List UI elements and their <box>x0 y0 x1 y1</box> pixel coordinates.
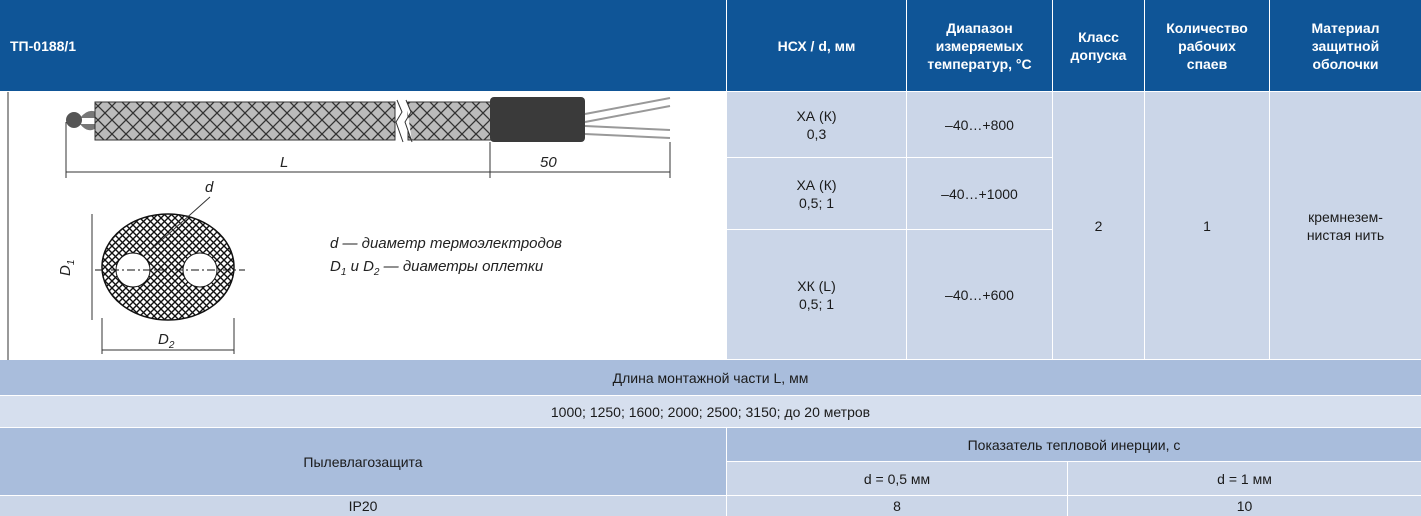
leader <box>144 196 211 256</box>
text: 1000; 1250; 1600; 2000; 2500; 3150; до 2… <box>550 403 871 420</box>
cell: ХА (К) 0,3 <box>727 92 907 158</box>
label-L: L <box>280 154 288 171</box>
text: 0,3 <box>806 125 827 142</box>
header-cell: Количество рабочих спаев <box>1145 0 1270 92</box>
text: 10 <box>1236 498 1253 514</box>
junction-ball <box>66 112 82 128</box>
header-text: защитной <box>1311 37 1380 54</box>
braid <box>407 101 493 141</box>
header-text: Диапазон <box>946 19 1013 36</box>
text: –40…+600 <box>945 286 1014 303</box>
text: ХК (L) <box>797 277 836 294</box>
header-model: ТП-0188/1 <box>10 37 77 54</box>
header-cell: Материал защитной оболочки <box>1270 0 1421 92</box>
text: 0,5; 1 <box>798 194 835 211</box>
header-text: Количество <box>1166 19 1248 36</box>
diagram: L 50 d D1 D2 d — диаметр термоэлектродов… <box>7 92 671 360</box>
text: 2 <box>373 267 380 278</box>
text: 1 <box>1203 217 1211 234</box>
cell: –40…+800 <box>907 92 1053 158</box>
text: — диаметры оплетки <box>379 258 543 275</box>
cross-section <box>101 213 235 321</box>
text: 1 <box>66 260 77 266</box>
legend: d — диаметр термоэлектродов <box>330 235 562 252</box>
text: кремнезем- <box>1308 208 1383 225</box>
header-text: допуска <box>1070 46 1127 63</box>
text: d = 1 мм <box>1217 470 1272 487</box>
header-cell: Диапазон измеряемых температур, °C <box>907 0 1053 92</box>
header-text: Материал <box>1311 19 1380 36</box>
cell: –40…+1000 <box>907 158 1053 230</box>
header-cell: НСХ / d, мм <box>727 0 907 92</box>
header-text: оболочки <box>1312 55 1379 72</box>
header-text: температур, °C <box>927 55 1032 72</box>
cell: 1000; 1250; 1600; 2000; 2500; 3150; до 2… <box>0 396 1421 428</box>
cell: Показатель тепловой инерции, с <box>727 428 1421 462</box>
label-d: d <box>205 179 214 196</box>
text: ХА (К) <box>796 107 837 124</box>
cell: –40…+600 <box>907 230 1053 360</box>
label-50: 50 <box>540 154 557 171</box>
text: Показатель тепловой инерции, с <box>967 436 1181 453</box>
cell: Пылевлагозащита <box>0 428 727 496</box>
label-D2: D2 <box>158 331 175 351</box>
text: Длина монтажной части L, мм <box>612 369 809 386</box>
cell: ХА (К) 0,5; 1 <box>727 158 907 230</box>
text: 1 <box>341 267 347 278</box>
text: нистая нить <box>1306 226 1385 243</box>
text: 0,5; 1 <box>798 295 835 312</box>
text: d = 0,5 мм <box>863 470 931 487</box>
cell: IP20 <box>0 496 727 516</box>
junction <box>80 110 96 131</box>
braid <box>94 101 396 141</box>
text: ХА (К) <box>796 176 837 193</box>
header-text: Класс <box>1078 28 1119 45</box>
text: D <box>330 258 341 275</box>
text: IP20 <box>348 498 378 514</box>
text: 2 <box>168 340 175 351</box>
text: D <box>158 331 169 348</box>
text: 2 <box>1094 217 1103 234</box>
cell: d = 1 мм <box>1068 462 1421 496</box>
cell: ХК (L) 0,5; 1 <box>727 230 907 360</box>
header-cell: Класс допуска <box>1053 0 1145 92</box>
header-text: измеряемых <box>935 37 1024 54</box>
cell: 1 <box>1145 92 1270 360</box>
text: 8 <box>893 498 901 514</box>
text: –40…+800 <box>945 116 1014 133</box>
text: Пылевлагозащита <box>303 453 423 470</box>
text: и D <box>346 258 374 275</box>
cell: 10 <box>1068 496 1421 516</box>
wires <box>584 97 671 139</box>
header-text: спаев <box>1186 55 1228 72</box>
label-D1: D1 <box>57 260 77 276</box>
text: –40…+1000 <box>941 185 1018 202</box>
cell: кремнезем-нистая нить <box>1270 92 1421 360</box>
text: D <box>57 265 74 276</box>
header-text: рабочих <box>1178 37 1236 54</box>
cell: Длина монтажной части L, мм <box>0 360 1421 396</box>
cell: 2 <box>1053 92 1145 360</box>
header-text: НСХ / d, мм <box>777 37 856 54</box>
cell: 8 <box>727 496 1068 516</box>
header-cell: ТП-0188/1 <box>0 0 727 92</box>
cell: d = 0,5 мм <box>727 462 1068 496</box>
tube <box>490 97 585 142</box>
break <box>395 99 413 143</box>
legend: D1 и D2 — диаметры оплетки <box>330 258 544 278</box>
